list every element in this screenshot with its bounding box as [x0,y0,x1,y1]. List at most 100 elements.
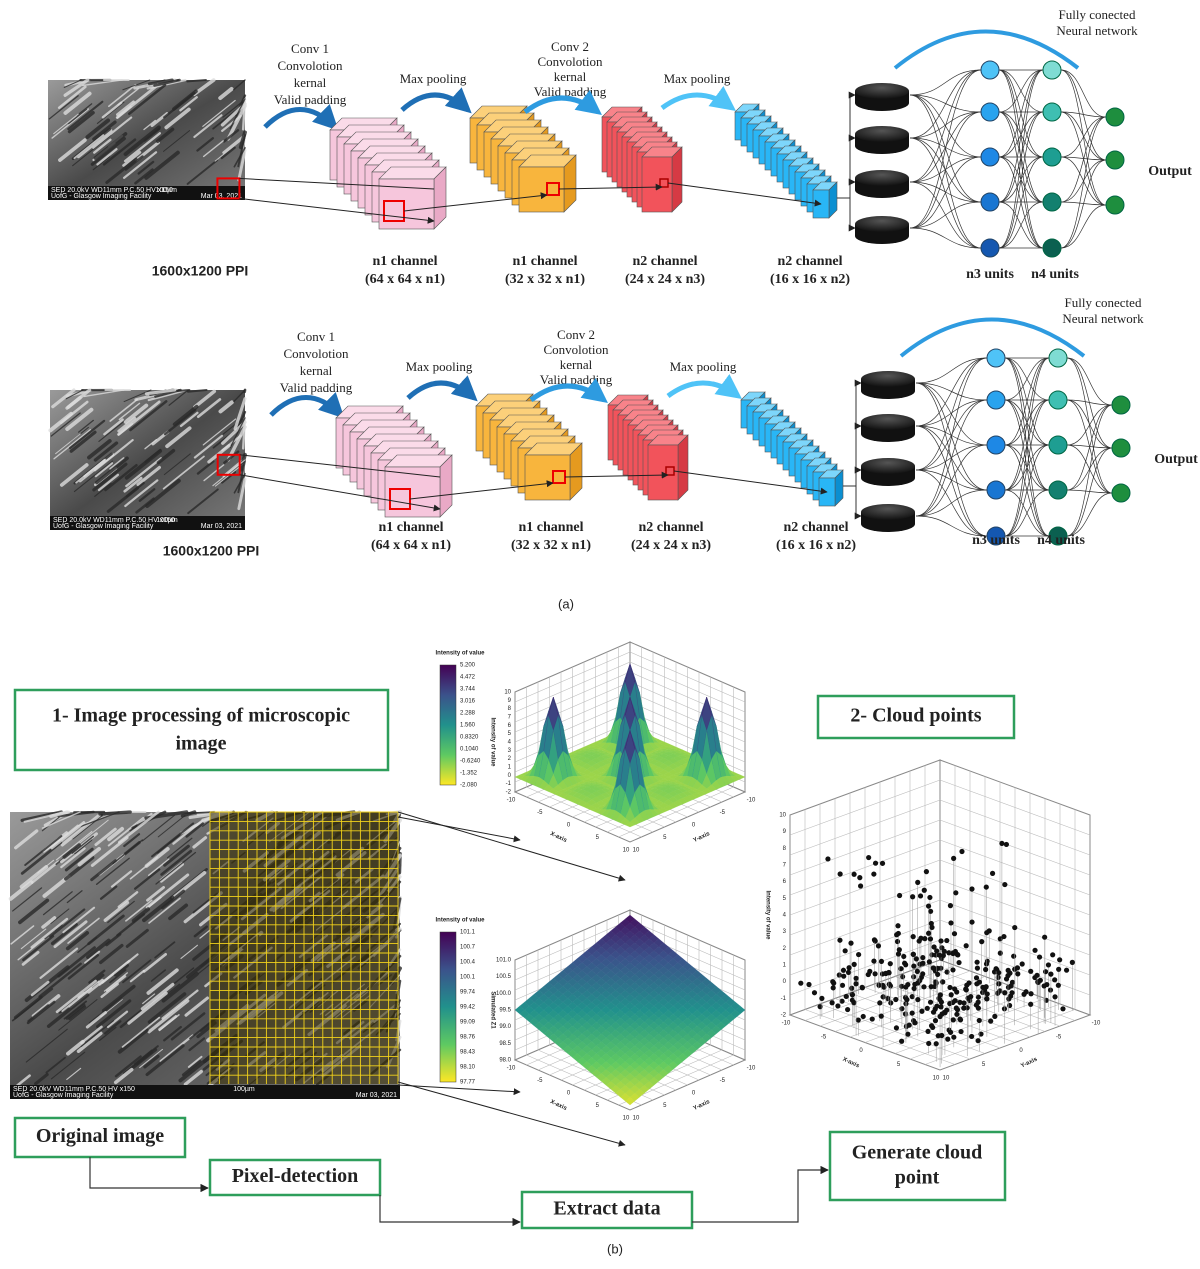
fiber [94,461,114,478]
cloud-point [911,985,917,992]
conv-label: Valid padding [280,380,353,395]
fiber [53,920,88,949]
fiber [187,1055,203,1068]
colorbar-tick: -1.352 [460,771,478,777]
layer-name: n1 channel [379,520,444,535]
link [397,1084,521,1096]
neuron [980,238,1000,258]
z-tick-label: 7 [783,863,787,869]
conv-label: Conv 1 [297,329,335,344]
fiber [162,455,205,490]
fiber [50,1051,86,1080]
output-neuron [1111,438,1131,458]
sem-info: SED 20.0kV WD11mm P.C.50 HV x150 [51,187,173,194]
cloud-point [912,1020,918,1026]
fiber [66,1039,85,1056]
plot-grid [789,859,941,916]
fiber [21,950,40,966]
z-tick-label: -1 [506,781,512,787]
fiber [48,95,79,120]
y-tick-label: 0 [692,823,696,829]
fiber [66,396,82,409]
cloud-point [843,993,849,1000]
cloud-point [951,855,957,861]
fiber [53,429,91,460]
cloud-point [947,1001,953,1007]
z-tick-label: 100.5 [496,974,512,980]
fiber [50,922,78,946]
fiber [22,934,55,962]
fiber [87,439,112,460]
cloud-point [902,960,908,966]
cloud-point [886,970,892,976]
fiber [122,151,158,179]
fiber [99,1026,117,1042]
cloud-point [931,944,937,950]
layer-name: n2 channel [633,254,698,269]
fiber [93,439,134,472]
cloud-point [983,966,989,973]
fiber [144,438,158,450]
y-tick-label: -10 [747,798,756,804]
cloud-point [894,938,901,945]
connection [909,201,982,229]
cloud-point [1069,959,1075,965]
fiber [66,1067,82,1081]
fiber [50,412,81,437]
fiber [76,1031,103,1053]
cloud-point [878,958,885,965]
fiber [159,1034,194,1063]
disk-top [855,170,909,186]
connection [1060,111,1107,118]
fiber [233,397,247,431]
cloud-point [939,1032,945,1039]
cloud-point [871,871,877,877]
fiber [63,91,92,115]
cloud-point [869,1016,875,1022]
connection [1066,404,1113,446]
fiber [97,473,120,492]
fiber [63,79,82,88]
cloud-point [835,1003,841,1009]
fiber [55,830,93,861]
neuron [980,192,1000,212]
fiber [104,463,138,492]
connection [915,357,988,427]
conv-label: Conv 2 [551,39,589,54]
fiber [103,972,128,992]
cloud-point [857,883,864,889]
fiber [123,389,152,403]
z-tick-label: 98.0 [499,1058,511,1064]
cloud-point [903,984,909,990]
y-tick-label: -5 [720,810,726,816]
fiber [233,389,246,403]
fiber [13,995,43,1020]
fiber [24,835,63,866]
plot-grid [939,779,1091,836]
output-neuron [1105,150,1125,170]
z-axis-label: Simulated Z1 [489,991,495,1029]
layer-size: (64 x 64 x n1) [371,538,451,553]
link [409,480,554,500]
fiber [118,402,141,421]
fiber [143,119,156,131]
cloud-point [969,1033,975,1040]
cloud-point [871,958,877,964]
link [403,192,548,212]
cloud-point [951,931,958,937]
colorbar-title: Intensity of value [435,918,485,924]
cloud-point [849,985,855,991]
connection [909,94,982,249]
cloud-point [837,937,843,943]
step-box [13,1116,187,1159]
cloud-point [910,894,916,900]
cloud-point [888,1000,894,1006]
fiber [147,999,190,1034]
plot-grid [849,992,1001,1049]
cloud-point [840,967,847,973]
neuron [1042,238,1062,258]
cloud-point [837,871,843,877]
fiber [30,860,60,884]
cloud-point [945,1036,951,1042]
z-tick-label: -2 [506,790,512,796]
